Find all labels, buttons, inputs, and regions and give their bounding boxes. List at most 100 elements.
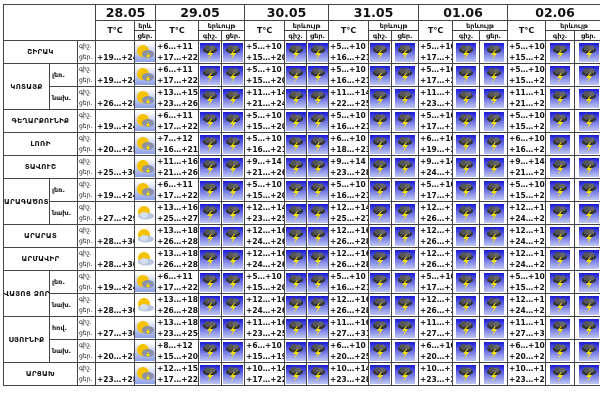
night-temperature: +7…+12 bbox=[157, 134, 193, 143]
weather-icon-cell bbox=[306, 86, 330, 110]
day-temperature: +17…+22 bbox=[157, 76, 198, 85]
weather-icon-cell bbox=[134, 132, 157, 156]
temperature-cell: +12…+16 +26…+28 bbox=[328, 224, 370, 248]
night-temperature: +13…+16 bbox=[157, 203, 198, 212]
weather-icon-cell bbox=[221, 109, 246, 133]
table-row: նախ. գիշ. ցեր. +28…+30 +13…+18 +26…+28 +12…+16… bbox=[4, 293, 600, 317]
day-temperature: +21…+26 bbox=[157, 168, 198, 177]
temperature-cell: +20…+25 bbox=[95, 339, 136, 363]
night-temperature: +5…+10 bbox=[246, 42, 282, 51]
region-name: ՏԱՎՈՒՇ bbox=[3, 155, 78, 179]
day-temperature: +27…+30 bbox=[509, 329, 545, 338]
night-temperature: +13…+18 bbox=[157, 318, 198, 327]
thunderstorm-icon bbox=[547, 295, 574, 315]
day-temperature: +17…+22 bbox=[157, 375, 198, 384]
thunderstorm-icon bbox=[370, 42, 391, 62]
night-temperature: +5…+10 bbox=[246, 111, 282, 120]
day-temperature: +15…+20 bbox=[509, 53, 545, 62]
day-temperature: +23…+28 bbox=[420, 375, 452, 384]
day-temperature: +24…+26 bbox=[509, 214, 545, 223]
thunderstorm-icon bbox=[576, 226, 600, 246]
weather-icon-cell bbox=[306, 40, 330, 64]
day-temperature: +26…+28 bbox=[157, 306, 198, 315]
night-temperature: +12…+16 bbox=[509, 295, 545, 304]
weather-icon-cell bbox=[284, 40, 308, 64]
day-temperature: +27…+30 bbox=[420, 329, 452, 338]
day-temperature: +25…+30 bbox=[97, 168, 135, 177]
thunderstorm-icon bbox=[481, 157, 507, 177]
weather-icon-cell bbox=[452, 293, 481, 317]
temperature-cell: +5…+10 +15…+20 bbox=[244, 40, 286, 64]
thunderstorm-icon bbox=[307, 341, 328, 361]
thunderstorm-icon bbox=[481, 364, 507, 384]
region-name: ԱՐԱՐԱՏ bbox=[3, 224, 78, 248]
date-header: 30.05 bbox=[244, 4, 330, 21]
temperature-cell: +12…+16 +24…+26 bbox=[244, 247, 286, 271]
weather-icon-cell bbox=[391, 63, 420, 87]
weather-icon-cell bbox=[368, 86, 393, 110]
temperature-cell: +6…+10 +20…+25 bbox=[418, 339, 454, 363]
temperature-cell: +6…+10 +20…+25 bbox=[328, 339, 370, 363]
night-temperature: +6…+10 bbox=[330, 341, 366, 350]
thunderstorm-icon bbox=[370, 318, 391, 338]
thunderstorm-icon bbox=[393, 364, 418, 384]
thunderstorm-icon bbox=[223, 157, 244, 177]
night-day-labels: գիշ. ցեր. bbox=[76, 339, 97, 363]
subregion-label: նախ. bbox=[49, 201, 78, 225]
weather-icon-cell bbox=[198, 178, 223, 202]
thunderstorm-icon bbox=[307, 180, 328, 200]
night-temperature: +6…+10 bbox=[420, 341, 453, 350]
night-label: գիշ. bbox=[79, 89, 92, 96]
weather-icon-cell bbox=[545, 109, 576, 133]
day-header: ցեր. bbox=[221, 30, 246, 41]
temperature-cell: +5…+10 +17…+22 bbox=[418, 63, 454, 87]
temperature-cell: +10…+14 +23…+28 bbox=[507, 362, 547, 386]
weather-icon-cell bbox=[574, 86, 600, 110]
thunderstorm-icon bbox=[200, 272, 221, 292]
thunderstorm-icon bbox=[547, 42, 574, 62]
day-temperature: +20…+25 bbox=[420, 352, 452, 361]
day-temperature: +22…+25 bbox=[330, 99, 369, 108]
day-temperature: +26…+28 bbox=[97, 99, 135, 108]
temperature-cell: +13…+18 +23…+25 bbox=[155, 316, 200, 340]
weather-icon-cell bbox=[284, 224, 308, 248]
day-temperature: +21…+26 bbox=[246, 168, 285, 177]
table-row: ԱՐԱՐԱՏ գիշ. ցեր. +28…+30 +13…+18 +26…+28 +12…+… bbox=[3, 224, 600, 248]
thunderstorm-icon bbox=[223, 42, 244, 62]
weather-icon-cell bbox=[306, 293, 330, 317]
night-day-labels: գիշ. ցեր. bbox=[76, 178, 97, 202]
weather-icon-cell bbox=[452, 247, 481, 271]
weather-icon-cell bbox=[306, 155, 330, 179]
night-label: գիշ. bbox=[79, 342, 92, 349]
weather-icon-cell bbox=[368, 132, 393, 156]
thunderstorm-icon bbox=[576, 272, 600, 292]
region-name: ԱՐՑԱԽ bbox=[3, 362, 78, 386]
weather-icon-cell bbox=[545, 178, 576, 202]
temperature-header: T°C bbox=[328, 20, 370, 41]
weather-icon-cell bbox=[134, 247, 157, 271]
thunderstorm-icon bbox=[200, 157, 221, 177]
temperature-cell: +5…+10 +16…+21 bbox=[328, 270, 370, 294]
thunderstorm-icon bbox=[481, 272, 507, 292]
thunderstorm-icon bbox=[307, 134, 328, 154]
weather-icon-cell bbox=[306, 178, 330, 202]
night-temperature: +13…+18 bbox=[157, 249, 198, 258]
thunderstorm-icon bbox=[200, 318, 221, 338]
night-temperature: +12…+14 bbox=[420, 203, 452, 212]
night-temperature: +5…+10 bbox=[420, 42, 453, 51]
temperature-cell: +11…+16 +27…+30 bbox=[507, 316, 547, 340]
night-temperature: +10…+14 bbox=[330, 364, 369, 373]
night-temperature: +12…+16 bbox=[330, 249, 369, 258]
thunderstorm-icon bbox=[370, 341, 391, 361]
weather-icon-cell bbox=[368, 362, 393, 386]
temperature-cell: +6…+11 +17…+22 bbox=[155, 270, 200, 294]
night-day-labels: գիշ. ցեր. bbox=[76, 63, 97, 87]
day-label: ցեր. bbox=[79, 330, 93, 337]
weather-icon-cell bbox=[221, 86, 246, 110]
weather-icon-cell bbox=[368, 109, 393, 133]
thunderstorm-icon bbox=[547, 249, 574, 269]
day-temperature: +17…+22 bbox=[420, 283, 452, 292]
weather-icon-cell bbox=[545, 362, 576, 386]
night-temperature: +9…+14 bbox=[330, 157, 366, 166]
weather-icon-cell bbox=[479, 247, 509, 271]
